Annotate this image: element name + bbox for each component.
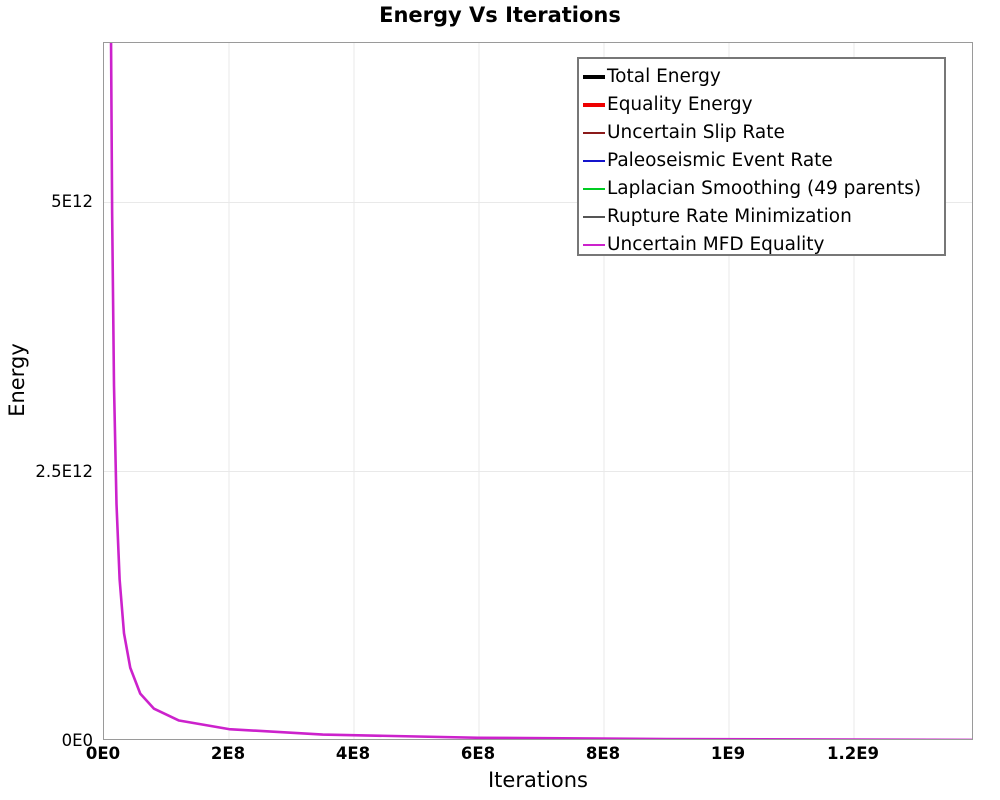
legend-color-swatch [583, 160, 605, 162]
x-axis-tick-label: 6E8 [460, 744, 496, 763]
x-axis-tick-label: 1E9 [710, 744, 746, 763]
legend-item-label: Paleoseismic Event Rate [607, 149, 833, 171]
legend-item[interactable]: Equality Energy [583, 91, 944, 119]
x-axis-tick-label: 2E8 [210, 744, 246, 763]
chart-legend: Total Energy Equality Energy Uncertain Sli… [577, 57, 946, 256]
legend-color-swatch [583, 216, 605, 218]
y-axis-tick-label: 5E12 [51, 192, 93, 212]
x-axis-tick-label: 4E8 [335, 744, 371, 763]
series-lines [109, 43, 972, 739]
legend-item[interactable]: Paleoseismic Event Rate [583, 147, 944, 175]
legend-item-label: Total Energy [607, 65, 721, 87]
chart-title: Energy Vs Iterations [379, 3, 621, 27]
legend-item-label: Equality Energy [607, 93, 753, 115]
legend-color-swatch [583, 244, 605, 246]
legend-item[interactable]: Total Energy [583, 63, 944, 91]
legend-color-swatch [583, 75, 605, 79]
legend-color-swatch [583, 188, 605, 190]
y-axis-tick-label: 0E0 [61, 731, 93, 750]
y-axis-tick: 0E0 [0, 731, 99, 750]
legend-item[interactable]: Rupture Rate Minimization [583, 203, 944, 231]
legend-color-swatch [583, 103, 605, 107]
x-axis-tick-label: 8E8 [585, 744, 621, 763]
x-axis-tick-label: 0E0 [85, 744, 121, 763]
legend-item-label: Rupture Rate Minimization [607, 205, 852, 227]
y-axis-tick: 5E12 [0, 192, 99, 211]
legend-item-label: Uncertain MFD Equality [607, 233, 825, 255]
y-axis-title: Energy [5, 343, 29, 417]
series-line [109, 43, 972, 739]
x-axis-tick-label: 1.2E9 [827, 744, 879, 763]
legend-item-label: Uncertain Slip Rate [607, 121, 785, 143]
legend-item-label: Laplacian Smoothing (49 parents) [607, 177, 922, 199]
legend-item[interactable]: Laplacian Smoothing (49 parents) [583, 175, 944, 203]
legend-color-swatch [583, 132, 605, 134]
legend-item[interactable]: Uncertain Slip Rate [583, 119, 944, 147]
legend-item[interactable]: Uncertain MFD Equality [583, 231, 944, 259]
y-axis-tick: 2.5E12 [0, 462, 99, 481]
y-axis-tick-label: 2.5E12 [35, 461, 93, 481]
x-axis-title: Iterations [487, 768, 589, 792]
